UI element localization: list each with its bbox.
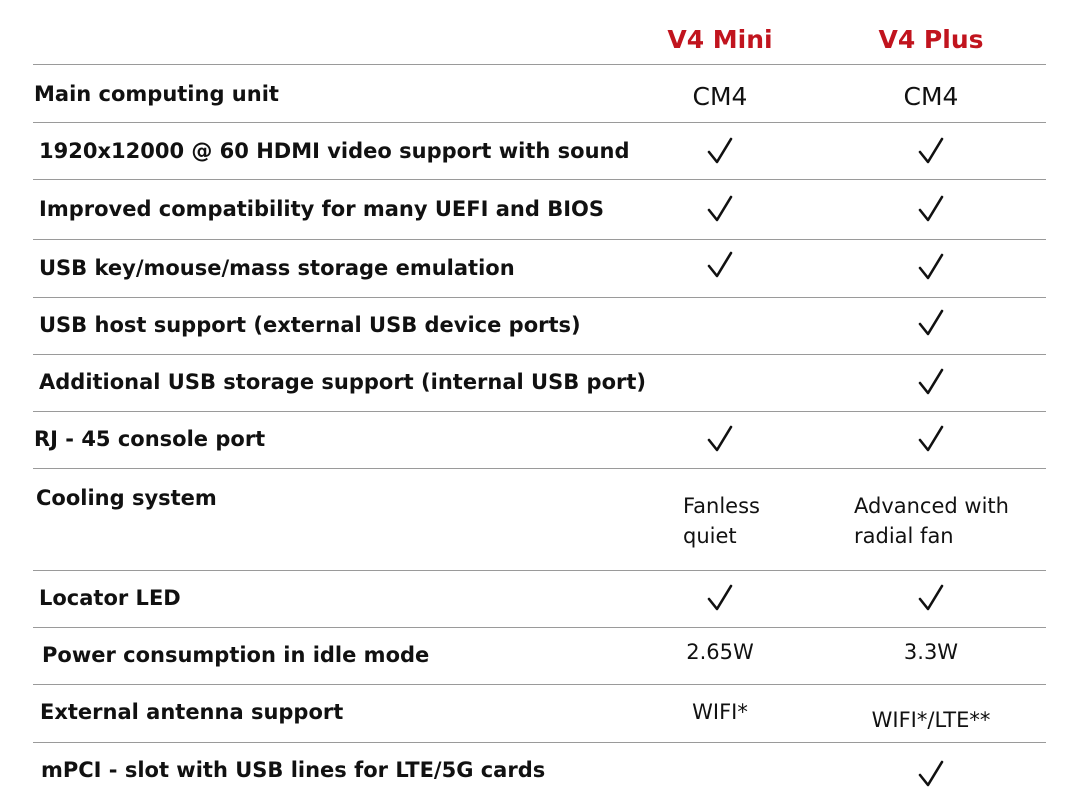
check-icon <box>911 366 951 400</box>
table-row: External antenna support WIFI* WIFI*/LTE… <box>33 685 1046 743</box>
comparison-table: V4 Mini V4 Plus Main computing unit CM4 … <box>33 0 1046 809</box>
v4-plus-value: Advanced with radial fan <box>854 494 1009 548</box>
feature-label: RJ - 45 console port <box>34 427 266 451</box>
v4-plus-value: WIFI*/LTE** <box>871 708 991 732</box>
table-row: mPCI - slot with USB lines for LTE/5G ca… <box>33 743 1046 809</box>
v4-mini-value: WIFI* <box>692 700 748 724</box>
check-icon <box>700 249 740 283</box>
v4-plus-value: 3.3W <box>903 640 959 664</box>
check-icon <box>700 423 740 457</box>
table-row: Locator LED <box>33 571 1046 628</box>
feature-label: Power consumption in idle mode <box>42 643 430 667</box>
table-row: USB host support (external USB device po… <box>33 298 1046 355</box>
feature-label: USB host support (external USB device po… <box>39 313 581 337</box>
check-icon <box>911 758 951 792</box>
column-header-v4-plus: V4 Plus <box>878 25 984 54</box>
check-icon <box>911 135 951 169</box>
check-icon <box>911 307 951 341</box>
v4-mini-value: CM4 <box>692 82 748 111</box>
table-row: Power consumption in idle mode 2.65W 3.3… <box>33 628 1046 685</box>
feature-label: Additional USB storage support (internal… <box>39 370 646 394</box>
feature-label: USB key/mouse/mass storage emulation <box>39 256 515 280</box>
table-row: Cooling system Fanless quiet Advanced wi… <box>33 469 1046 571</box>
v4-mini-value: Fanless quiet <box>683 494 760 548</box>
table-header: V4 Mini V4 Plus <box>33 0 1046 65</box>
check-icon <box>700 135 740 169</box>
check-icon <box>700 582 740 616</box>
v4-mini-value: 2.65W <box>686 640 754 664</box>
table-row: 1920x12000 @ 60 HDMI video support with … <box>33 123 1046 180</box>
table-row: Improved compatibility for many UEFI and… <box>33 180 1046 240</box>
column-header-v4-mini: V4 Mini <box>667 25 773 54</box>
check-icon <box>911 423 951 457</box>
feature-label: Main computing unit <box>34 82 279 106</box>
feature-label: Locator LED <box>39 586 181 610</box>
table-row: USB key/mouse/mass storage emulation <box>33 240 1046 298</box>
check-icon <box>911 582 951 616</box>
table-row: RJ - 45 console port <box>33 412 1046 469</box>
feature-label: Cooling system <box>36 486 217 510</box>
check-icon <box>911 193 951 227</box>
feature-label: mPCI - slot with USB lines for LTE/5G ca… <box>41 758 546 782</box>
check-icon <box>911 251 951 285</box>
check-icon <box>700 193 740 227</box>
feature-label: Improved compatibility for many UEFI and… <box>39 197 605 221</box>
v4-plus-value: CM4 <box>903 82 959 111</box>
table-row: Main computing unit CM4 CM4 <box>33 65 1046 123</box>
feature-label: 1920x12000 @ 60 HDMI video support with … <box>39 139 630 163</box>
feature-label: External antenna support <box>40 700 344 724</box>
table-row: Additional USB storage support (internal… <box>33 355 1046 412</box>
